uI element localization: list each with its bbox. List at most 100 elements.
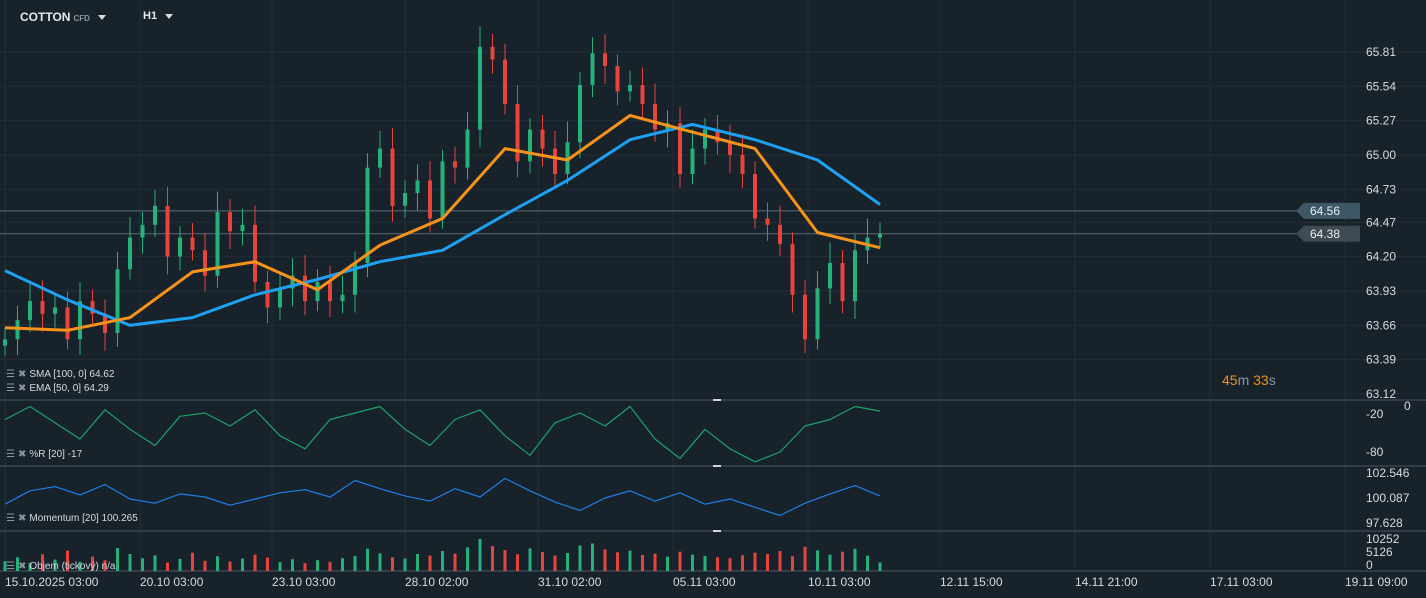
candle-down bbox=[190, 237, 195, 251]
price-tick-label: 64.20 bbox=[1366, 250, 1396, 264]
volume-bar bbox=[53, 559, 57, 571]
price-tick-label: 63.39 bbox=[1366, 353, 1396, 367]
price-tick-label: 64.47 bbox=[1366, 215, 1396, 229]
candle-down bbox=[740, 154, 745, 175]
candle-up bbox=[353, 262, 357, 295]
candle-up bbox=[128, 237, 132, 270]
legend-williams[interactable]: ☰ ✖ %R [20] -17 bbox=[6, 449, 82, 460]
timeframe-selector[interactable]: H1 bbox=[143, 10, 174, 22]
candle-up bbox=[628, 85, 632, 92]
timeframe-label: H1 bbox=[143, 10, 158, 22]
williams-tick-label: 0 bbox=[1404, 399, 1411, 413]
candle-down bbox=[40, 301, 45, 314]
volume-bar bbox=[353, 555, 357, 571]
volume-bar bbox=[453, 553, 457, 571]
volume-bar bbox=[591, 543, 594, 571]
symbol-selector[interactable]: COTTON CFD bbox=[20, 10, 106, 24]
legend-volume[interactable]: ☰ ✖ Objem (tickový) n/a bbox=[6, 561, 116, 572]
time-tick-label: 31.10 02:00 bbox=[538, 575, 602, 589]
candle-down bbox=[640, 85, 645, 105]
settings-icon[interactable]: ☰ bbox=[6, 449, 15, 460]
volume-tick-label: 5126 bbox=[1366, 545, 1393, 559]
volume-bar bbox=[628, 550, 632, 571]
candle-up bbox=[290, 275, 295, 289]
volume-bar bbox=[166, 562, 169, 571]
candle-up bbox=[28, 301, 32, 321]
close-icon[interactable]: ✖ bbox=[17, 449, 27, 460]
volume-bar bbox=[78, 561, 82, 571]
candle-up bbox=[415, 180, 420, 194]
candle-up bbox=[478, 46, 482, 130]
volume-bar bbox=[766, 553, 769, 571]
candle-up bbox=[315, 282, 320, 302]
close-icon[interactable]: ✖ bbox=[17, 561, 27, 572]
volume-bar bbox=[603, 549, 607, 571]
time-tick-label: 28.10 02:00 bbox=[405, 575, 469, 589]
indicator-lines bbox=[4, 114, 881, 517]
volume-bar bbox=[853, 548, 857, 571]
candle-down bbox=[728, 142, 732, 155]
chevron-down-icon bbox=[165, 13, 174, 19]
symbol-type: CFD bbox=[73, 14, 90, 23]
volume-bar bbox=[653, 553, 657, 571]
settings-icon[interactable]: ☰ bbox=[6, 513, 15, 524]
williams-r-line bbox=[4, 405, 881, 463]
candle-up bbox=[878, 233, 882, 238]
settings-icon[interactable]: ☰ bbox=[6, 369, 15, 380]
close-icon[interactable]: ✖ bbox=[17, 369, 27, 380]
candle-down bbox=[503, 59, 507, 105]
time-tick-label: 15.10.2025 03:00 bbox=[5, 575, 99, 589]
time-tick-label: 20.10 03:00 bbox=[140, 575, 204, 589]
candle-down bbox=[165, 205, 170, 257]
settings-icon[interactable]: ☰ bbox=[6, 561, 15, 572]
pane-resize-handle bbox=[713, 465, 721, 467]
ema-line bbox=[4, 114, 881, 332]
price-tick-label: 63.93 bbox=[1366, 284, 1396, 298]
close-icon[interactable]: ✖ bbox=[17, 383, 27, 394]
candle-up bbox=[465, 129, 470, 168]
volume-bar bbox=[153, 555, 157, 571]
momentum-tick-label: 100.087 bbox=[1366, 491, 1410, 505]
volume-bar bbox=[28, 562, 32, 571]
legend-ema[interactable]: ☰ ✖ EMA [50, 0] 64.29 bbox=[6, 383, 109, 394]
volume-bar bbox=[478, 538, 482, 571]
candle-down bbox=[715, 129, 720, 143]
volume-bar bbox=[16, 557, 19, 571]
legend-sma-label: SMA [100, 0] 64.62 bbox=[29, 369, 115, 380]
candle-down bbox=[803, 294, 807, 340]
candle-down bbox=[253, 224, 257, 283]
candles bbox=[3, 26, 882, 571]
volume-bar bbox=[666, 556, 669, 571]
legend-sma[interactable]: ☰ ✖ SMA [100, 0] 64.62 bbox=[6, 369, 114, 380]
candle-down bbox=[453, 161, 457, 168]
sma-line bbox=[4, 122, 881, 327]
volume-bar bbox=[516, 554, 519, 571]
price-tick-label: 63.12 bbox=[1366, 387, 1396, 401]
price-label-bid: 64.38 bbox=[1310, 227, 1340, 241]
candle-up bbox=[3, 339, 7, 346]
legend-momentum[interactable]: ☰ ✖ Momentum [20] 100.265 bbox=[6, 513, 138, 524]
candle-up bbox=[690, 148, 695, 175]
williams-tick-label: -20 bbox=[1366, 407, 1384, 421]
volume-bar bbox=[403, 558, 407, 571]
candle-up bbox=[440, 161, 445, 219]
candle-up bbox=[278, 288, 282, 308]
volume-bar bbox=[103, 560, 107, 571]
close-icon[interactable]: ✖ bbox=[17, 513, 27, 524]
volume-bar bbox=[866, 555, 869, 571]
candle-down bbox=[90, 301, 95, 314]
candle-up bbox=[178, 237, 182, 257]
volume-bar bbox=[778, 551, 782, 571]
axes: 65.81 65.54 65.27 65.00 64.73 64.47 64.20 63.93… bbox=[5, 45, 1411, 589]
symbol-name: COTTON bbox=[20, 10, 71, 24]
volume-bar bbox=[578, 545, 582, 571]
volume-bar bbox=[128, 553, 132, 571]
time-tick-label: 12.11 15:00 bbox=[940, 575, 1003, 589]
pane-resize-handle bbox=[713, 399, 721, 401]
candle-down bbox=[765, 218, 770, 225]
volume-bar bbox=[616, 552, 619, 571]
settings-icon[interactable]: ☰ bbox=[6, 383, 15, 394]
candle-up bbox=[815, 288, 820, 340]
candle-down bbox=[203, 250, 207, 276]
